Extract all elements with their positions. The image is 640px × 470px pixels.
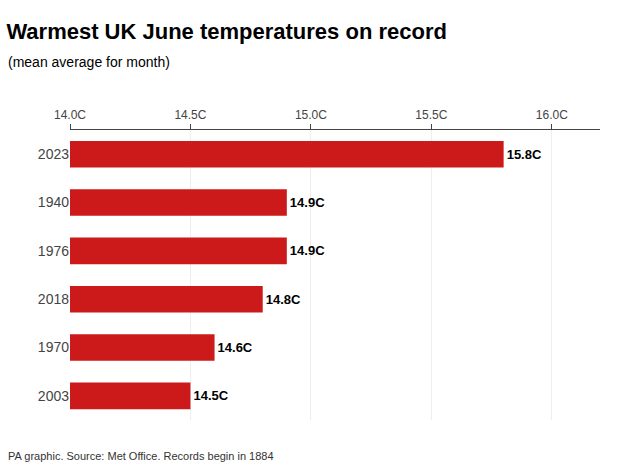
svg-text:15.8C: 15.8C [507,147,542,162]
svg-text:(mean average for month): (mean average for month) [8,54,170,70]
svg-text:PA graphic. Source: Met Office: PA graphic. Source: Met Office. Records … [8,450,274,462]
svg-text:14.0C: 14.0C [54,108,86,122]
svg-text:14.9C: 14.9C [290,243,325,258]
svg-text:1976: 1976 [38,243,69,259]
svg-text:1970: 1970 [38,339,69,355]
svg-text:2023: 2023 [38,146,69,162]
svg-text:14.5C: 14.5C [193,388,228,403]
svg-text:Warmest UK June temperatures o: Warmest UK June temperatures on record [6,19,447,44]
svg-text:2018: 2018 [38,291,69,307]
svg-text:14.9C: 14.9C [290,195,325,210]
svg-text:14.6C: 14.6C [218,340,253,355]
svg-text:14.5C: 14.5C [174,108,206,122]
svg-text:2003: 2003 [38,388,69,404]
svg-text:15.5C: 15.5C [415,108,447,122]
svg-text:16.0C: 16.0C [536,108,568,122]
svg-text:15.0C: 15.0C [295,108,327,122]
svg-text:1940: 1940 [38,194,69,210]
svg-text:14.8C: 14.8C [266,292,301,307]
